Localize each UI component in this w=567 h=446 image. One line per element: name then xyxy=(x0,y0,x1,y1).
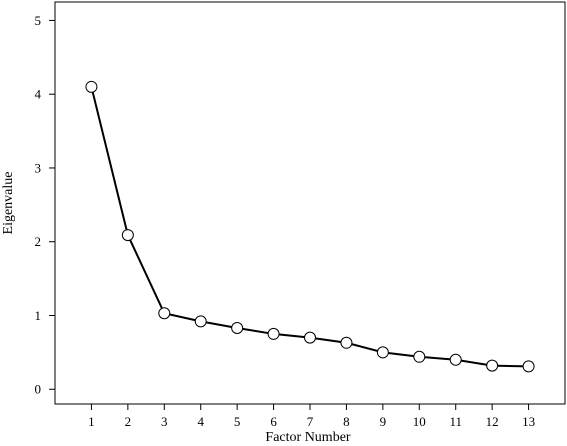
x-tick-label: 9 xyxy=(380,414,387,429)
data-point xyxy=(376,346,389,359)
y-tick-label: 5 xyxy=(35,13,42,28)
data-point xyxy=(121,229,134,242)
x-tick-label: 2 xyxy=(125,414,132,429)
x-tick-label: 1 xyxy=(88,414,95,429)
data-point xyxy=(449,353,462,366)
y-tick-label: 2 xyxy=(35,234,42,249)
y-tick-label: 0 xyxy=(35,382,42,397)
y-tick-label: 1 xyxy=(35,308,42,323)
data-point xyxy=(304,331,316,344)
y-axis: 0 1 2 3 4 5 xyxy=(35,13,55,397)
x-tick-label: 8 xyxy=(343,414,350,429)
plot-frame xyxy=(54,1,566,405)
data-point xyxy=(267,327,280,340)
y-tick-label: 4 xyxy=(35,87,42,102)
series-line xyxy=(90,86,529,368)
data-point xyxy=(486,359,499,372)
x-tick-label: 13 xyxy=(522,414,535,429)
data-point xyxy=(158,307,171,320)
series-layer xyxy=(85,80,535,373)
x-axis-title: Factor Number xyxy=(265,430,350,445)
y-tick-label: 3 xyxy=(35,160,42,175)
data-point xyxy=(231,322,244,335)
x-tick-label: 5 xyxy=(234,414,241,429)
y-axis-title: Eigenvalue xyxy=(1,172,16,235)
x-tick-label: 11 xyxy=(449,414,462,429)
data-point xyxy=(340,336,353,349)
x-tick-label: 6 xyxy=(270,414,277,429)
x-tick-label: 3 xyxy=(161,414,168,429)
x-tick-label: 7 xyxy=(307,414,314,429)
data-point xyxy=(522,360,535,373)
data-point xyxy=(413,350,426,363)
data-point xyxy=(194,315,207,328)
x-tick-label: 12 xyxy=(486,414,499,429)
x-tick-label: 10 xyxy=(413,414,426,429)
x-axis: 1 2 3 4 5 6 7 8 9 10 11 12 13 xyxy=(88,404,535,429)
data-point xyxy=(85,80,98,93)
x-tick-label: 4 xyxy=(197,414,204,429)
